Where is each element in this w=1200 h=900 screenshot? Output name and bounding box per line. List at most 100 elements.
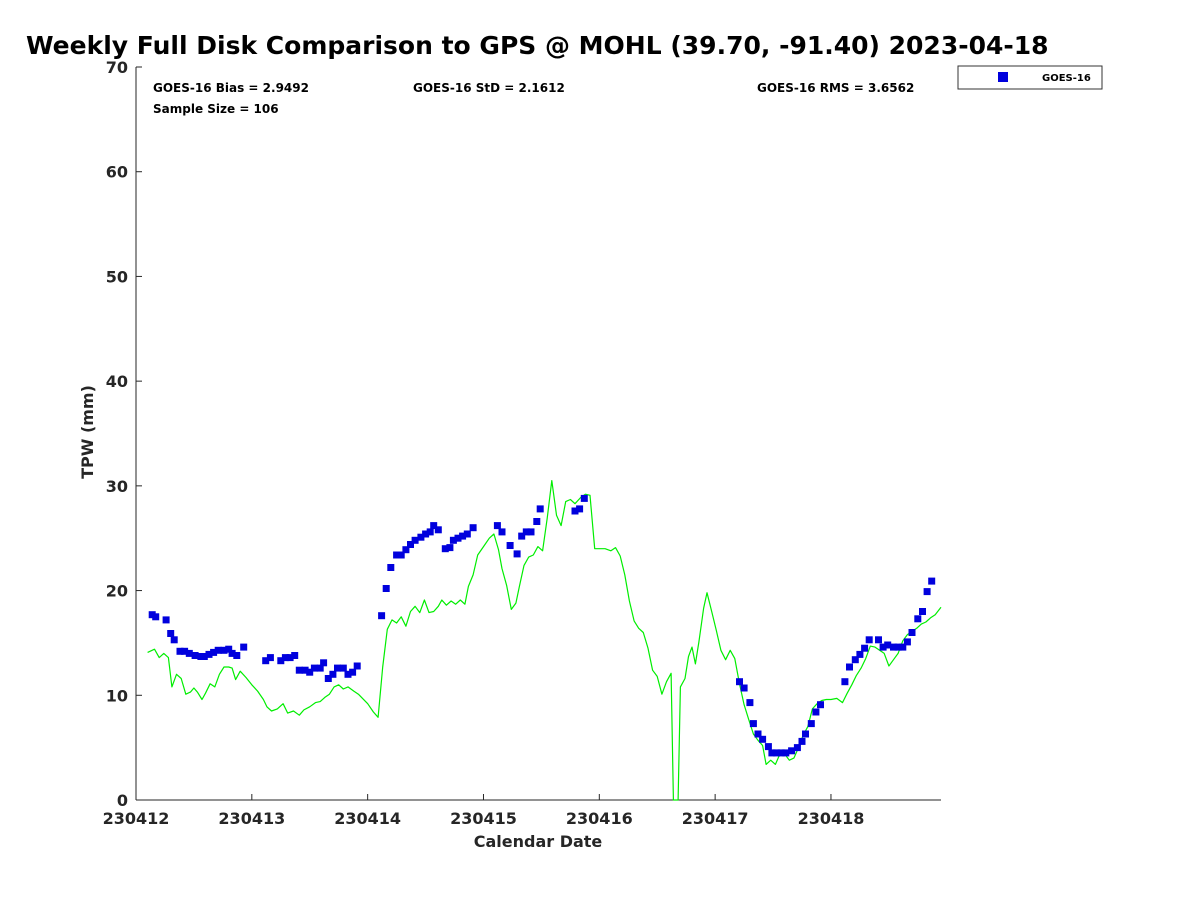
goes16-data-point: [339, 664, 347, 672]
y-tick-label: 0: [117, 791, 128, 810]
goes16-data-point: [200, 653, 208, 660]
goes16-data-point: [378, 612, 386, 620]
chart-title: Weekly Full Disk Comparison to GPS @ MOH…: [26, 31, 1049, 60]
goes16-data-point: [908, 629, 916, 636]
goes16-data-point: [167, 630, 175, 637]
legend-marker: [998, 72, 1008, 82]
goes16-data-point: [349, 668, 357, 676]
x-tick-label: 230413: [218, 809, 285, 828]
goes16-data-point: [286, 654, 294, 662]
goes16-data-point: [513, 550, 521, 558]
goes16-data-point: [903, 638, 911, 646]
goes16-data-point: [220, 646, 228, 654]
goes16-data-point: [324, 675, 332, 682]
goes16-data-point: [533, 518, 541, 525]
goes16-data-point: [580, 494, 588, 502]
goes16-data-point: [434, 526, 442, 534]
goes16-data-point: [846, 663, 853, 671]
goes16-data-point: [798, 737, 806, 745]
goes16-data-point: [306, 668, 314, 676]
goes16-data-point: [736, 678, 743, 686]
gps-line-layer: [147, 480, 942, 801]
goes16-data-point: [875, 636, 882, 644]
y-axis-label: TPW (mm): [78, 385, 97, 479]
goes16-data-point: [754, 730, 762, 738]
goes16-data-point: [518, 532, 526, 540]
goes16-data-point: [291, 652, 299, 659]
goes16-data-point: [571, 507, 579, 515]
goes16-data-point: [928, 577, 936, 585]
goes16-data-point: [793, 744, 801, 752]
y-tick-label: 50: [106, 267, 128, 286]
legend-box: [957, 65, 1103, 90]
goes16-data-point: [527, 528, 535, 536]
goes16-data-point: [851, 656, 859, 664]
y-tick-label: 20: [106, 582, 128, 601]
goes16-data-point: [382, 585, 390, 592]
goes16-data-point: [817, 701, 824, 709]
goes16-points-layer: [148, 494, 936, 757]
goes16-data-point: [919, 608, 926, 615]
goes16-data-point: [923, 588, 931, 596]
goes16-data-point: [181, 647, 189, 655]
x-tick-label: 230418: [798, 809, 865, 828]
goes16-data-point: [210, 648, 218, 656]
goes16-data-point: [788, 747, 796, 755]
goes16-data-point: [498, 528, 506, 536]
goes16-data-point: [191, 652, 199, 659]
sample-size-stat: Sample Size = 106: [153, 102, 279, 116]
goes16-data-point: [536, 505, 544, 513]
goes16-data-point: [865, 636, 873, 644]
goes16-data-point: [152, 613, 160, 621]
goes16-data-point: [454, 534, 462, 542]
goes16-data-point: [387, 564, 395, 571]
goes16-data-point: [768, 749, 776, 757]
goes16-data-point: [449, 536, 457, 544]
goes16-data-point: [353, 662, 361, 670]
goes16-data-point: [426, 528, 434, 536]
goes16-data-point: [463, 530, 471, 538]
goes16-data-point: [469, 524, 477, 532]
goes16-data-point: [802, 730, 809, 738]
x-tick-label: 230415: [450, 809, 517, 828]
goes16-data-point: [266, 654, 274, 662]
goes16-data-point: [402, 546, 410, 554]
goes16-data-point: [262, 657, 270, 665]
goes16-data-point: [301, 666, 309, 674]
goes16-data-point: [205, 650, 213, 658]
goes16-data-point: [430, 522, 438, 530]
gps-tpw-line: [147, 480, 942, 801]
goes16-data-point: [277, 657, 285, 665]
goes16-data-point: [397, 551, 405, 559]
goes16-data-point: [185, 649, 193, 657]
x-tick-label: 230414: [334, 809, 401, 828]
goes16-data-point: [233, 652, 241, 659]
goes16-data-point: [861, 644, 869, 652]
goes16-data-point: [459, 532, 467, 540]
x-tick-label: 230417: [682, 809, 749, 828]
goes16-data-point: [240, 643, 248, 651]
goes16-data-point: [746, 699, 754, 707]
y-tick-label: 70: [106, 58, 128, 77]
goes16-data-point: [782, 749, 790, 757]
goes16-data-point: [411, 536, 419, 544]
goes16-data-point: [441, 545, 449, 553]
goes16-data-point: [310, 664, 318, 672]
x-tick-label: 230412: [103, 809, 170, 828]
goes16-data-point: [894, 643, 902, 651]
goes16-data-point: [879, 643, 887, 651]
goes16-data-point: [446, 544, 454, 552]
std-stat: GOES-16 StD = 2.1612: [413, 81, 565, 95]
goes16-data-point: [417, 533, 425, 541]
x-axis-label: Calendar Date: [474, 832, 603, 851]
goes16-data-point: [329, 670, 337, 678]
y-tick-label: 30: [106, 477, 128, 496]
goes16-data-point: [295, 666, 303, 674]
goes16-data-point: [884, 641, 892, 649]
legend: GOES-16: [957, 65, 1103, 90]
goes16-data-point: [522, 528, 530, 536]
x-tick-label: 230416: [566, 809, 633, 828]
goes16-data-point: [281, 654, 289, 662]
goes16-data-point: [422, 530, 430, 538]
